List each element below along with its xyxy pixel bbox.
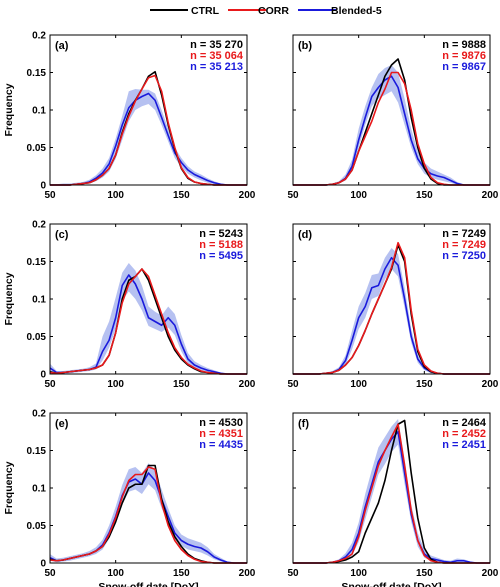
x-tick-label: 100 (350, 190, 367, 201)
sample-size-label: n = 4530 (199, 417, 243, 429)
x-tick-label: 150 (416, 379, 433, 390)
y-tick-label: 0.2 (32, 220, 46, 231)
series-line-blended-5 (293, 75, 490, 186)
panel-label: (f) (298, 418, 309, 430)
x-tick-label: 150 (416, 190, 433, 201)
y-tick-label: 0.1 (32, 295, 46, 306)
panels: 50 100 150 200 0 0.05 0.1 0.15 0.2 Frequency (a) n … (3, 31, 499, 587)
sample-size-label: n = 4435 (199, 439, 243, 451)
x-tick-label: 200 (239, 379, 256, 390)
blended-range-band (293, 65, 490, 185)
blended-range-band (50, 463, 247, 563)
sample-size-label: n = 2452 (442, 428, 486, 440)
x-axis-label: Snow-off date [DoY] (98, 581, 198, 587)
panel-a: 50 100 150 200 0 0.05 0.1 0.15 0.2 Frequency (a) n … (3, 31, 256, 202)
y-axis-label: Frequency (3, 83, 15, 136)
x-tick-label: 50 (44, 190, 56, 201)
x-tick-label: 50 (44, 379, 56, 390)
y-tick-label: 0.05 (27, 143, 47, 154)
x-tick-label: 50 (287, 379, 299, 390)
x-tick-label: 200 (482, 379, 499, 390)
x-tick-label: 200 (239, 568, 256, 579)
y-tick-label: 0.05 (27, 332, 47, 343)
series-line-corr (49, 268, 247, 375)
panel-f: 50 100 150 200 Snow-off date [DoY] (f) n = 246… (287, 412, 499, 587)
y-tick-label: 0.1 (32, 484, 46, 495)
y-tick-label: 0.1 (32, 106, 46, 117)
legend: CTRL CORR Blended-5 (150, 5, 382, 17)
blended-range-band (50, 89, 247, 185)
panel-label: (c) (55, 229, 69, 241)
y-tick-label: 0.05 (27, 521, 47, 532)
panel-label: (d) (298, 229, 312, 241)
series-line-ctrl (50, 70, 247, 186)
panel-label: (e) (55, 418, 69, 430)
y-tick-label: 0.2 (32, 409, 46, 420)
x-axis-label: Snow-off date [DoY] (341, 581, 441, 587)
x-tick-label: 200 (482, 568, 499, 579)
sample-size-label: n = 35 064 (190, 50, 244, 62)
legend-item-blended-5: Blended-5 (298, 5, 382, 17)
y-tick-label: 0.15 (27, 257, 47, 268)
y-tick-label: 0 (40, 370, 46, 381)
x-tick-label: 50 (44, 568, 56, 579)
series-line-blended-5 (50, 92, 247, 186)
y-tick-label: 0.2 (32, 31, 46, 42)
sample-size-label: n = 7250 (442, 250, 486, 262)
y-tick-label: 0.15 (27, 68, 47, 79)
panel-label: (a) (55, 40, 69, 52)
y-axis-label: Frequency (3, 461, 15, 514)
sample-size-label: n = 7249 (442, 228, 486, 240)
y-axis-label: Frequency (3, 272, 15, 325)
x-tick-label: 200 (239, 190, 256, 201)
x-tick-label: 100 (107, 379, 124, 390)
x-tick-label: 50 (287, 190, 299, 201)
x-tick-label: 100 (107, 190, 124, 201)
y-tick-label: 0 (40, 559, 46, 570)
sample-size-label: n = 9876 (442, 50, 486, 62)
legend-label: CORR (258, 5, 289, 17)
sample-size-label: n = 2451 (442, 439, 486, 451)
x-tick-label: 150 (173, 379, 190, 390)
x-tick-label: 150 (416, 568, 433, 579)
legend-item-ctrl: CTRL (150, 5, 220, 17)
panel-e: 50 100 150 200 0 0.05 0.1 0.15 0.2 Frequency Snow-… (3, 409, 256, 587)
series-line-blended-5 (293, 256, 490, 375)
x-tick-label: 100 (107, 568, 124, 579)
panel-label: (b) (298, 40, 312, 52)
x-tick-label: 150 (173, 568, 190, 579)
legend-item-corr: CORR (228, 5, 289, 17)
sample-size-label: n = 35 270 (190, 39, 243, 51)
y-tick-label: 0 (40, 181, 46, 192)
sample-size-label: n = 5243 (199, 228, 243, 240)
sample-size-label: n = 4351 (199, 428, 243, 440)
sample-size-label: n = 35 213 (190, 61, 243, 73)
legend-label: CTRL (191, 5, 220, 17)
sample-size-label: n = 5188 (199, 239, 243, 251)
legend-label: Blended-5 (331, 5, 382, 17)
x-tick-label: 100 (350, 379, 367, 390)
panel-c: 50 100 150 200 0 0.05 0.1 0.15 0.2 Frequency (c) n … (3, 220, 256, 391)
x-tick-label: 100 (350, 568, 367, 579)
sample-size-label: n = 2464 (442, 417, 487, 429)
y-tick-label: 0.15 (27, 446, 47, 457)
sample-size-label: n = 9867 (442, 61, 486, 73)
sample-size-label: n = 7249 (442, 239, 486, 251)
series-line-blended-5 (49, 472, 247, 564)
x-tick-label: 50 (287, 568, 299, 579)
sample-size-label: n = 5495 (199, 250, 243, 262)
x-tick-label: 200 (482, 190, 499, 201)
x-tick-label: 150 (173, 190, 190, 201)
sample-size-label: n = 9888 (442, 39, 486, 51)
